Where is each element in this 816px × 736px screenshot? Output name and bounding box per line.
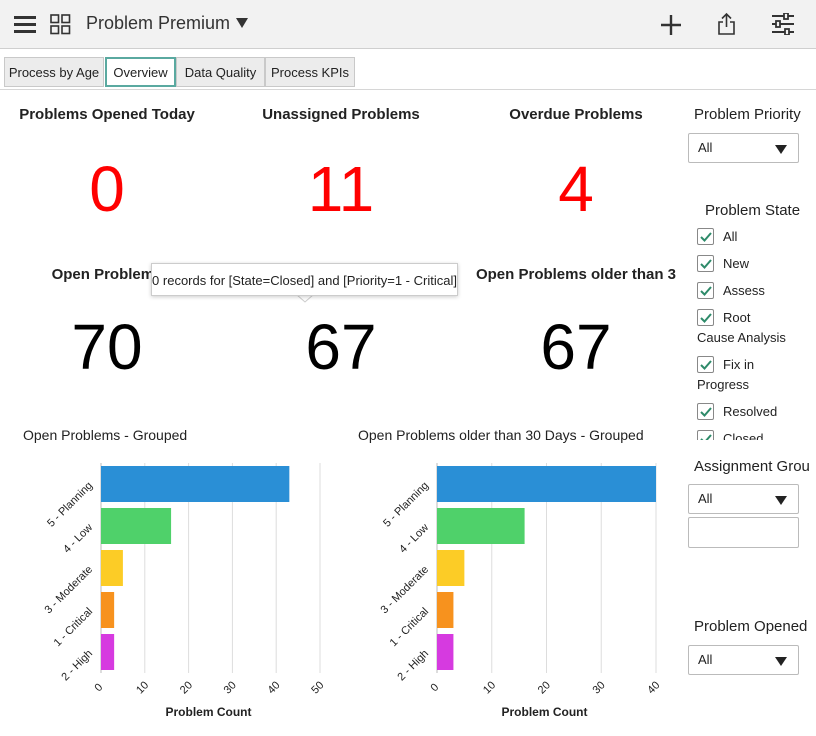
checkbox[interactable]: [697, 309, 714, 326]
state-label: Assess: [723, 283, 765, 298]
kpi-value: 67: [305, 311, 377, 383]
tooltip-arrow: [297, 295, 313, 303]
bar: [437, 592, 454, 628]
chart-title: Open Problems - Grouped: [23, 427, 187, 443]
y-tick-label: 5 - Planning: [45, 480, 95, 530]
state-label: Fix in Progress: [697, 357, 755, 392]
filter-label: Problem State: [705, 202, 801, 219]
y-tick-label: 2 - High: [395, 648, 431, 684]
y-tick-label: 4 - Low: [397, 522, 431, 556]
bar: [101, 550, 123, 586]
state-option[interactable]: New: [697, 254, 789, 274]
checkbox[interactable]: [697, 255, 714, 272]
check: [700, 360, 712, 370]
share-icon[interactable]: [717, 12, 736, 36]
x-tick-label: 0: [92, 681, 105, 694]
bar: [101, 508, 172, 544]
x-tick-label: 30: [222, 679, 239, 696]
y-tick-label: 5 - Planning: [381, 480, 431, 530]
x-tick-label: 50: [309, 679, 326, 696]
kpi-value: 11: [307, 153, 375, 225]
state-option[interactable]: Assess: [697, 281, 789, 301]
x-tick-label: 10: [481, 679, 498, 696]
tab[interactable]: Process by Age: [4, 57, 104, 87]
charts: Open Problems - Grouped 0 10 20 30 40 50 5 - Pl…: [23, 427, 662, 719]
checkbox[interactable]: [697, 282, 714, 299]
bar: [101, 466, 290, 502]
x-tick-label: 0: [428, 681, 441, 694]
bar: [101, 634, 115, 670]
check: [700, 407, 712, 417]
dropdown-icon[interactable]: [236, 18, 248, 29]
y-tick-label: 1 - Critical: [52, 606, 95, 649]
checkbox[interactable]: [697, 403, 714, 420]
apps-icon[interactable]: [50, 14, 71, 35]
tab-divider: [0, 89, 816, 90]
x-tick-label: 20: [178, 679, 195, 696]
kpi-value: 67: [540, 311, 612, 383]
checkbox[interactable]: [697, 228, 714, 245]
filter-label: Assignment Grou: [694, 458, 810, 475]
settings-icon[interactable]: [771, 13, 795, 35]
y-tick-label: 4 - Low: [61, 522, 95, 556]
x-tick-label: 30: [591, 679, 608, 696]
kpi-value: 70: [71, 311, 143, 383]
filter-label: Problem Priority: [694, 106, 801, 123]
kpi-label: Open Problems older than 3: [475, 266, 677, 283]
check: [700, 286, 712, 296]
state-list: All New Assess Root Cause Analysis Fix in Pr…: [697, 227, 789, 440]
menu-icon[interactable]: [14, 15, 38, 33]
x-tick-label: 20: [536, 679, 553, 696]
y-tick-label: 2 - High: [59, 648, 95, 684]
kpi-label: Problems Opened Today: [19, 106, 195, 123]
state-label: Root Cause Analysis: [697, 310, 786, 345]
checkbox[interactable]: [697, 356, 714, 373]
state-label: New: [723, 256, 750, 271]
state-option[interactable]: Fix in Progress: [697, 355, 789, 395]
state-label: All: [723, 229, 738, 244]
bar: [437, 466, 656, 502]
x-tick-label: 40: [266, 679, 283, 696]
kpi-value: 4: [558, 153, 594, 225]
state-option[interactable]: Root Cause Analysis: [697, 308, 789, 348]
kpi-label: Overdue Problems: [509, 106, 643, 123]
dashboard-title[interactable]: Problem Premium: [86, 13, 231, 33]
x-axis-label: Problem Count: [166, 705, 252, 719]
check: [700, 232, 712, 242]
header: Problem Premium: [0, 0, 816, 49]
x-axis-label: Problem Count: [502, 705, 588, 719]
bar: [101, 592, 115, 628]
state-option[interactable]: Closed: [697, 429, 789, 440]
bar: [437, 634, 454, 670]
kpi-value: 0: [89, 153, 125, 225]
checkbox[interactable]: [697, 430, 714, 440]
state-option[interactable]: Resolved: [697, 402, 789, 422]
assignment-select[interactable]: All: [688, 484, 799, 514]
state-label: Closed: [723, 431, 764, 440]
check: [700, 434, 712, 440]
tooltip: 0 records for [State=Closed] and [Priori…: [151, 263, 458, 296]
kpi-label: Open Problems: [51, 266, 163, 283]
assignment-input[interactable]: [688, 517, 799, 548]
tab[interactable]: Overview: [105, 57, 176, 87]
tab[interactable]: Process KPIs: [265, 57, 355, 87]
bar: [437, 550, 465, 586]
state-label: Resolved: [723, 404, 778, 419]
add-icon[interactable]: [660, 14, 682, 36]
opened-select[interactable]: All: [688, 645, 799, 675]
tab[interactable]: Data Quality: [176, 57, 265, 87]
filter-label: Problem Opened: [694, 618, 808, 635]
chart-title: Open Problems older than 30 Days - Group…: [358, 427, 644, 443]
y-tick-label: 1 - Critical: [388, 606, 431, 649]
priority-select[interactable]: All: [688, 133, 799, 163]
x-tick-label: 10: [134, 679, 151, 696]
bar: [437, 508, 525, 544]
kpi-label: Unassigned Problems: [262, 106, 420, 123]
check: [700, 259, 712, 269]
x-tick-label: 40: [645, 679, 662, 696]
check: [700, 313, 712, 323]
state-option[interactable]: All: [697, 227, 789, 247]
